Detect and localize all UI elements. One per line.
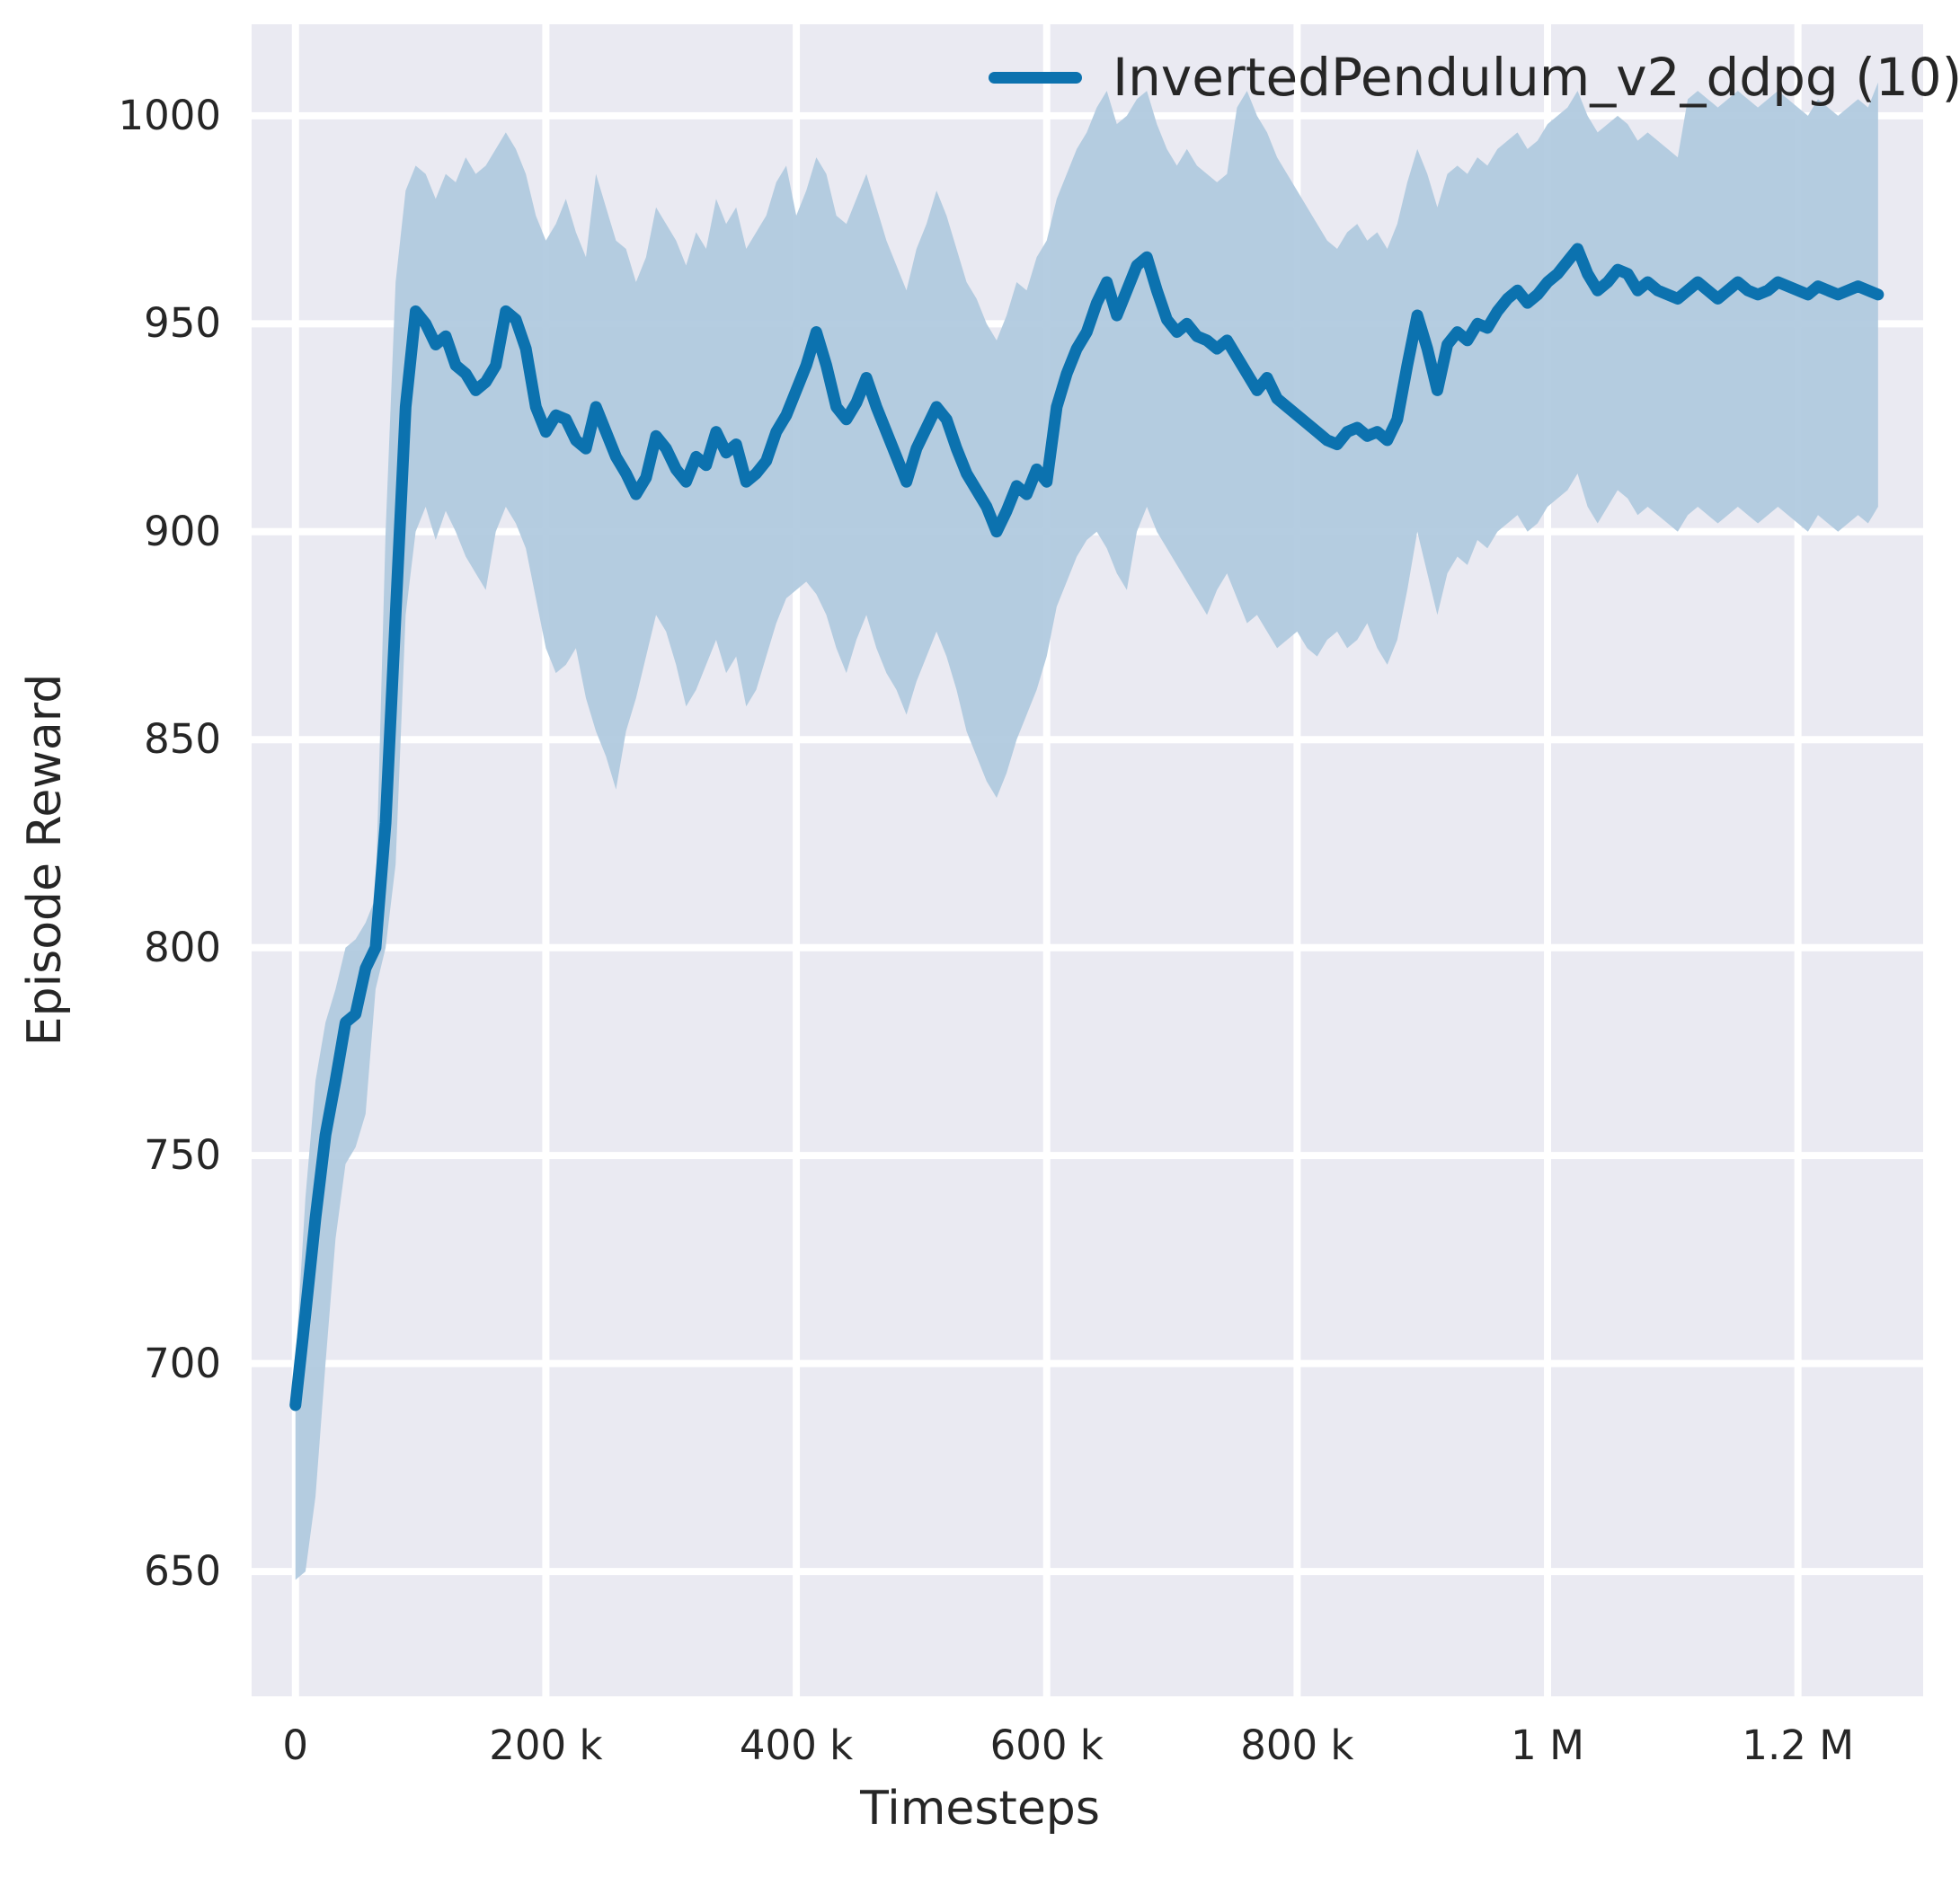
- mean-line: [289, 243, 1885, 1412]
- x-axis-title: Timesteps: [860, 1782, 1100, 1836]
- legend-line-swatch: [989, 71, 1082, 84]
- x-tick-label: 0: [282, 1721, 309, 1769]
- y-tick-label: 650: [144, 1547, 221, 1596]
- x-tick-label: 1 M: [1511, 1721, 1584, 1769]
- legend: InvertedPendulum_v2_ddpg (10): [989, 49, 1960, 105]
- x-tick-label: 800 k: [1240, 1721, 1354, 1769]
- legend-label: InvertedPendulum_v2_ddpg (10): [1113, 47, 1960, 108]
- y-tick-label: 800: [144, 923, 221, 971]
- y-tick-label: 1000: [118, 91, 221, 139]
- y-tick-label: 750: [144, 1131, 221, 1180]
- x-tick-label: 200 k: [489, 1721, 603, 1769]
- y-tick-label: 950: [144, 299, 221, 348]
- x-tick-label: 600 k: [989, 1721, 1104, 1769]
- x-tick-label: 400 k: [739, 1721, 854, 1769]
- x-tick-label: 1.2 M: [1742, 1721, 1855, 1769]
- y-axis-title: Episode Reward: [18, 673, 72, 1047]
- plot-svg: [252, 24, 1923, 1696]
- confidence-band: [295, 82, 1878, 1580]
- y-tick-label: 700: [144, 1339, 221, 1387]
- plot-area: [252, 24, 1923, 1696]
- y-tick-label: 850: [144, 715, 221, 764]
- y-axis-title-wrapper: Episode Reward: [18, 24, 72, 1695]
- y-tick-label: 900: [144, 507, 221, 555]
